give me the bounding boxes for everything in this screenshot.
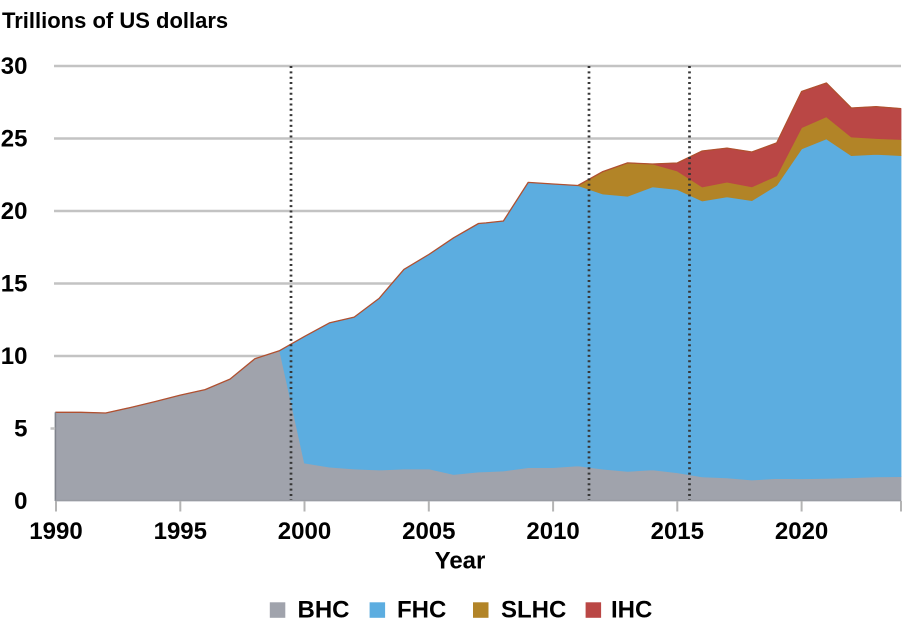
svg-text:Year: Year [435, 548, 486, 575]
svg-text:1995: 1995 [154, 518, 207, 545]
svg-text:25: 25 [1, 125, 28, 152]
svg-text:BHC: BHC [298, 597, 350, 624]
svg-text:2010: 2010 [526, 518, 579, 545]
svg-text:2015: 2015 [651, 518, 704, 545]
svg-text:2005: 2005 [402, 518, 455, 545]
svg-text:1990: 1990 [29, 518, 82, 545]
svg-text:15: 15 [1, 270, 28, 297]
svg-text:5: 5 [14, 415, 27, 442]
svg-text:Trillions of US dollars: Trillions of US dollars [2, 8, 228, 33]
svg-text:0: 0 [14, 488, 27, 515]
svg-text:IHC: IHC [611, 597, 652, 624]
svg-text:2020: 2020 [775, 518, 828, 545]
svg-text:20: 20 [1, 198, 28, 225]
svg-text:FHC: FHC [397, 597, 446, 624]
svg-text:SLHC: SLHC [501, 597, 566, 624]
svg-text:30: 30 [1, 53, 28, 80]
svg-text:10: 10 [1, 343, 28, 370]
svg-text:2000: 2000 [278, 518, 331, 545]
